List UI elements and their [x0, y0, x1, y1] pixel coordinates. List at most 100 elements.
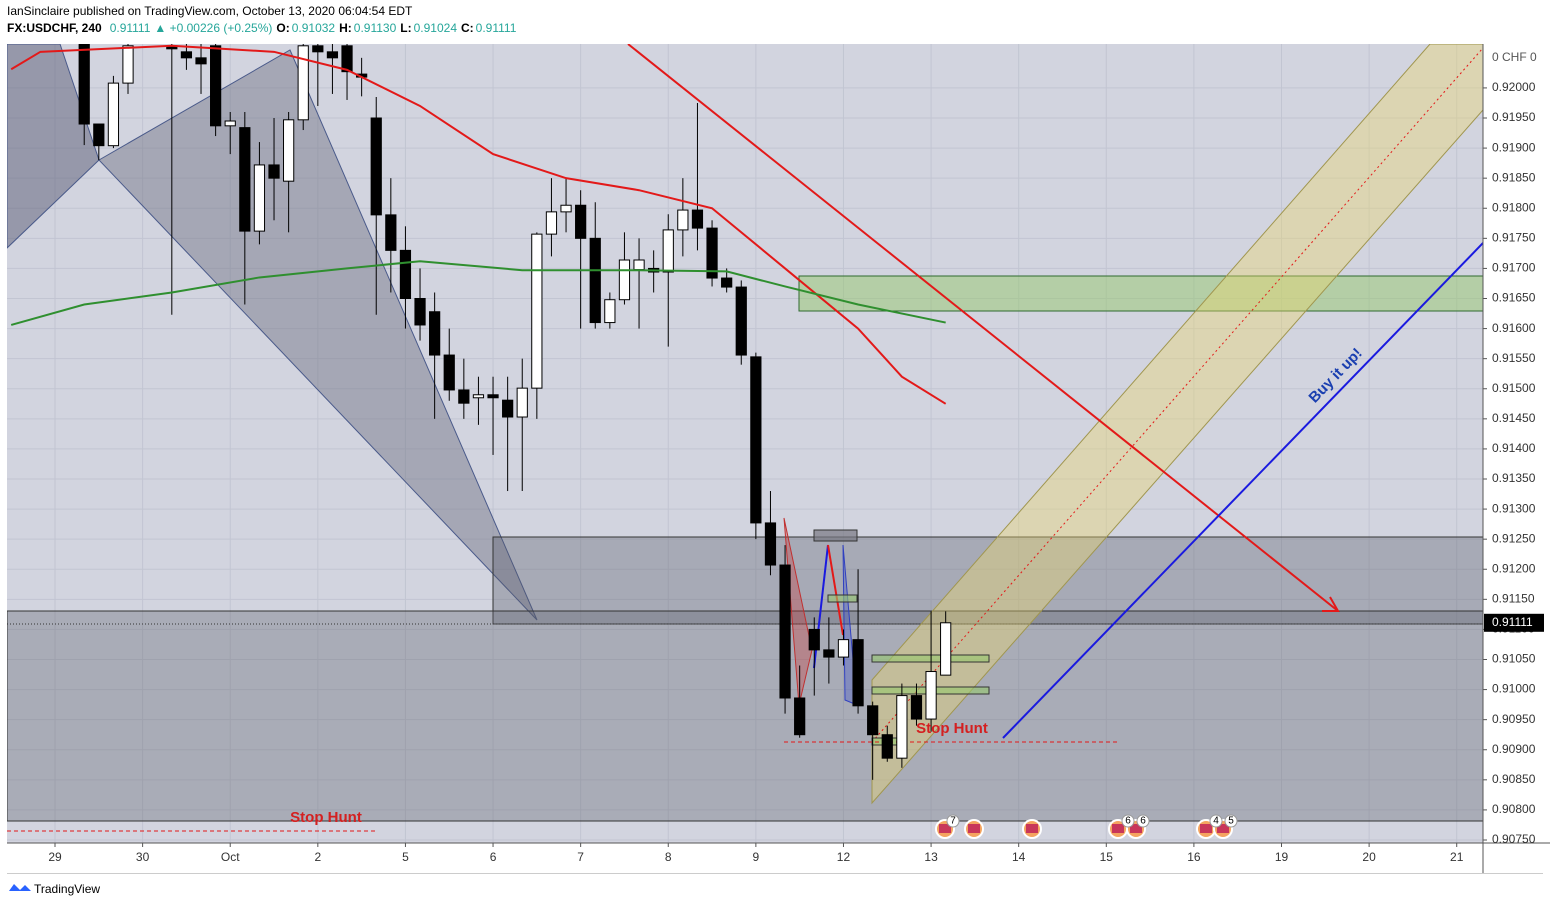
candle-body [297, 45, 309, 121]
x-tick-label: 20 [1362, 850, 1376, 864]
candle-body [896, 695, 908, 759]
y-tick-label: 0.90750 [1492, 832, 1536, 846]
ohlc-label: H: [339, 21, 352, 35]
y-tick-label: 0.91950 [1492, 110, 1536, 124]
y-tick-label: 0.91250 [1492, 531, 1536, 545]
y-tick-label: 0.91400 [1492, 441, 1536, 455]
plot-background [7, 44, 1483, 843]
event-flag [1130, 824, 1142, 833]
candle-body [852, 639, 864, 707]
candle-body [370, 117, 382, 216]
price-tag-label: 0.91111 [1492, 615, 1533, 629]
y-tick-label: 0.91050 [1492, 652, 1536, 666]
event-badge [1136, 814, 1150, 828]
divider [7, 873, 1543, 874]
candle-body [312, 45, 324, 53]
candle-body [443, 354, 455, 391]
candle-body [618, 259, 631, 301]
candle-body [385, 214, 397, 251]
price-tag [1484, 613, 1544, 632]
candle-body [808, 628, 820, 651]
candle-body [867, 705, 879, 736]
y-tick-label: 0.91900 [1492, 140, 1536, 154]
candle-body [224, 120, 236, 127]
y-tick-label: 0.91150 [1492, 592, 1535, 606]
moving-average [10, 44, 947, 405]
small-box [871, 654, 990, 663]
candle-body [940, 622, 952, 676]
y-tick-label: 0.91650 [1492, 291, 1536, 305]
event-badge [1121, 814, 1135, 828]
zone-box [798, 275, 1483, 312]
small-box [827, 594, 858, 603]
candle-body [837, 639, 850, 658]
y-tick-label: 0.91750 [1492, 231, 1536, 245]
x-tick-label: 16 [1187, 850, 1201, 864]
change: ▲ +0.00226 (+0.25%) [154, 21, 272, 35]
x-tick-label: 13 [924, 850, 938, 864]
event-flag [1112, 824, 1124, 833]
candle-body [545, 211, 558, 235]
candle-body [721, 277, 733, 288]
candle-body [925, 671, 937, 720]
event-flag [1026, 824, 1038, 833]
candle-body [516, 387, 528, 418]
candle-body [691, 209, 704, 229]
candle-body [560, 204, 572, 213]
candle-body [122, 45, 134, 84]
y-tick-label: 0.91800 [1492, 200, 1536, 214]
drawings [7, 44, 1483, 832]
y-tick-label: 0.90850 [1492, 772, 1536, 786]
event-flag [939, 824, 951, 833]
moving-average [10, 260, 946, 326]
brand: TradingView [34, 882, 100, 896]
y-tick-label: 0.91600 [1492, 321, 1536, 335]
event-badge-label: 4 [1213, 816, 1219, 827]
publisher: IanSinclaire published on TradingView.co… [7, 4, 413, 18]
logo [9, 884, 31, 891]
ohlc-label: L: [400, 21, 411, 35]
candle-body [575, 204, 587, 239]
x-tick-label: 9 [753, 850, 760, 864]
candle-body [239, 127, 251, 232]
candle-body [910, 695, 923, 720]
candle-body [531, 233, 543, 389]
y-tick-label: 0.91700 [1492, 261, 1536, 275]
y-tick-label: 0.91300 [1492, 501, 1536, 515]
event-badge-label: 5 [1228, 816, 1234, 827]
y-tick-label: 0.91350 [1492, 471, 1536, 485]
channel-mid [871, 47, 1483, 743]
x-tick-label: 29 [48, 850, 62, 864]
candle-body [93, 123, 105, 147]
ohlc-value: 0.91024 [414, 21, 458, 35]
x-tick-label: 7 [577, 850, 584, 864]
event-flag [968, 824, 980, 833]
x-tick-label: 15 [1100, 850, 1114, 864]
y-tick-label: 0.91550 [1492, 351, 1536, 365]
event-badge [946, 814, 960, 828]
currency-label: 0 CHF 0 [1492, 50, 1537, 64]
arrow [827, 544, 844, 636]
candle-body [429, 311, 441, 356]
event-flag [1217, 824, 1229, 833]
candle-body [283, 119, 295, 182]
candle-body [107, 82, 120, 147]
candle-body [589, 237, 601, 324]
ohlc-value: 0.91130 [354, 21, 397, 35]
candle-body [604, 299, 616, 324]
candle-body [677, 209, 689, 231]
event-badge [1224, 814, 1238, 828]
ohlc-label: C: [461, 21, 474, 35]
event-flag [1200, 824, 1212, 833]
symbol: FX:USDCHF, 240 [7, 21, 102, 35]
candle-body [633, 259, 645, 271]
candle-body [458, 389, 470, 404]
y-tick-label: 0.91450 [1492, 411, 1536, 425]
candle-body [268, 164, 280, 179]
x-tick-label: 2 [314, 850, 321, 864]
candle-body [487, 394, 499, 399]
ohlc-value: 0.91032 [292, 21, 336, 35]
x-tick-label: 30 [136, 850, 150, 864]
x-tick-label: Oct [221, 850, 240, 864]
